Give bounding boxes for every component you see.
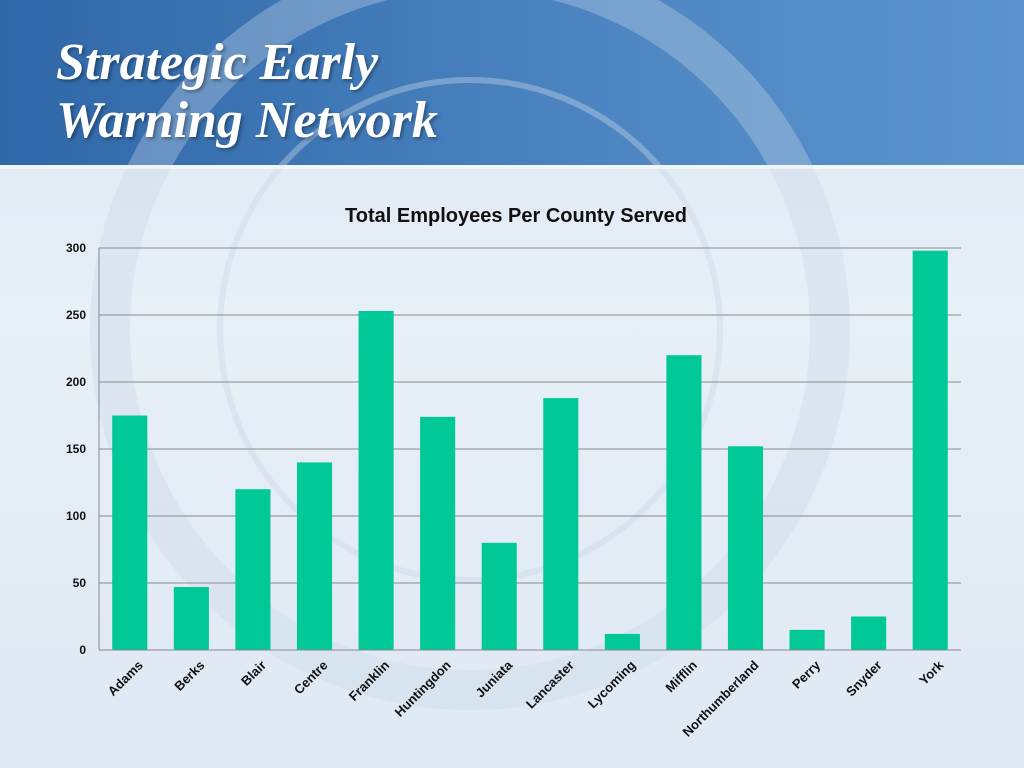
slide-title-line-1: Strategic Early (56, 34, 379, 91)
compass-ring (90, 0, 850, 710)
y-axis: 0 50 100 150 200 250 300 (66, 241, 100, 657)
bar-mifflin (666, 355, 702, 650)
slide-title-line-2: Warning Network (56, 92, 438, 149)
x-tick-label: Blair (238, 658, 269, 689)
y-tick-label: 200 (66, 375, 86, 389)
bar-perry (789, 629, 825, 650)
bar-lancaster (543, 398, 579, 650)
bar-lycoming (604, 633, 640, 650)
y-tick-label: 50 (73, 576, 87, 590)
x-tick-label: Perry (789, 657, 824, 692)
slide-title: Strategic Early Warning Network (56, 34, 438, 150)
compass-inner-ring (217, 77, 723, 583)
bar-york (912, 250, 948, 650)
header-band (0, 0, 1024, 165)
x-tick-label: Huntingdon (392, 657, 454, 719)
bar-blair (235, 489, 271, 650)
y-tick-label: 300 (66, 241, 86, 255)
bars (112, 250, 948, 650)
bar-adams (112, 415, 148, 650)
bar-huntingdon (420, 416, 456, 650)
bar-snyder (851, 616, 887, 650)
y-tick-label: 250 (66, 308, 86, 322)
chart-title: Total Employees Per County Served (345, 205, 687, 227)
x-tick-label: Lancaster (523, 658, 577, 712)
x-tick-label: Centre (291, 658, 331, 698)
x-tick-label: Franklin (346, 657, 392, 703)
bar-juniata (481, 542, 517, 650)
bar-berks (173, 587, 209, 650)
x-tick-label: Snyder (843, 658, 885, 700)
x-axis: Adams Berks Blair Centre Franklin Huntingdon J… (99, 649, 961, 740)
y-tick-label: 0 (79, 643, 86, 657)
x-tick-label: Mifflin (662, 657, 700, 695)
bar-northumberland (727, 446, 764, 650)
y-tick-label: 150 (66, 442, 86, 456)
gridlines (99, 247, 961, 651)
x-tick-label: Berks (171, 658, 207, 694)
x-tick-label: York (916, 657, 947, 688)
x-tick-label: Adams (105, 658, 146, 699)
y-tick-label: 100 (66, 509, 86, 523)
x-tick-label: Juniata (473, 657, 516, 700)
bar-franklin (358, 310, 394, 650)
x-tick-label: Lycoming (585, 657, 639, 711)
bar-centre (296, 462, 333, 650)
